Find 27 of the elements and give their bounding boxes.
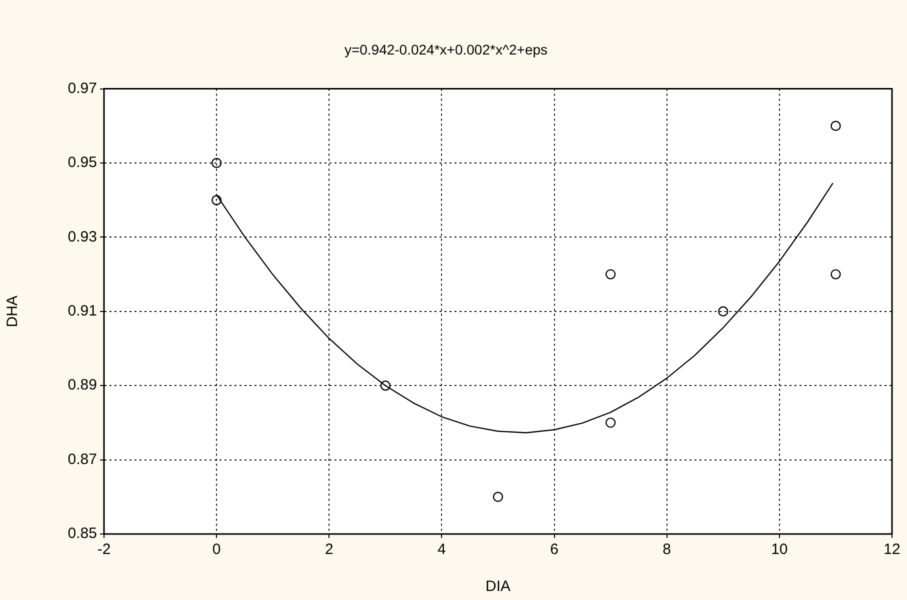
point [718, 306, 728, 316]
x-axis-title: DIA [485, 578, 511, 596]
y-tick-label: 0.89 [68, 376, 97, 394]
y-tick-label: 0.93 [68, 228, 97, 246]
x-tick-label: 4 [438, 541, 446, 558]
chart-title: y=0.942-0.024*x+0.002*x^2+eps [344, 41, 548, 58]
point [492, 492, 504, 502]
x-tick-label: 6 [550, 541, 558, 558]
x-tick-label: 12 [884, 541, 900, 558]
x-tick-label: -2 [97, 541, 111, 558]
x-tick-label: 0 [212, 541, 221, 558]
x-tick-label: 10 [771, 541, 788, 558]
x-tick-label: 2 [324, 541, 334, 558]
y-tick-label: 0.95 [68, 154, 97, 172]
point [830, 269, 841, 280]
x-tick-label: 8 [662, 541, 672, 558]
y-tick-label: 0.85 [68, 525, 97, 542]
point [211, 158, 222, 168]
point [605, 269, 616, 280]
point [380, 380, 391, 391]
y-tick-label: 0.87 [68, 450, 97, 468]
y-tick-label: 0.91 [68, 302, 97, 320]
point [830, 120, 841, 131]
point [211, 195, 222, 206]
y-axis-title: DHA [4, 296, 22, 328]
y-tick-label: 0.97 [68, 80, 97, 97]
point [605, 418, 616, 428]
